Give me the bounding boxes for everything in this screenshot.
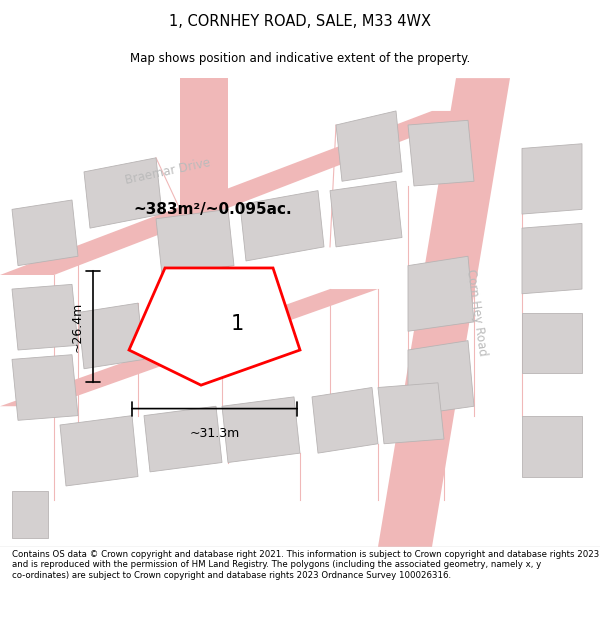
- Polygon shape: [0, 289, 378, 406]
- Polygon shape: [180, 78, 228, 209]
- Polygon shape: [144, 406, 222, 472]
- Polygon shape: [12, 491, 48, 538]
- Polygon shape: [0, 111, 480, 275]
- Polygon shape: [330, 181, 402, 247]
- Text: Map shows position and indicative extent of the property.: Map shows position and indicative extent…: [130, 52, 470, 65]
- Polygon shape: [129, 268, 300, 385]
- Polygon shape: [378, 78, 510, 547]
- Polygon shape: [240, 191, 324, 261]
- Text: Contains OS data © Crown copyright and database right 2021. This information is : Contains OS data © Crown copyright and d…: [12, 550, 599, 580]
- Polygon shape: [336, 111, 402, 181]
- Polygon shape: [312, 388, 378, 453]
- Text: Braemar Drive: Braemar Drive: [124, 156, 212, 188]
- Polygon shape: [78, 303, 144, 369]
- Text: ~26.4m: ~26.4m: [71, 301, 84, 352]
- Polygon shape: [378, 382, 444, 444]
- Polygon shape: [222, 397, 300, 462]
- Polygon shape: [408, 341, 474, 416]
- Polygon shape: [408, 120, 474, 186]
- Polygon shape: [522, 144, 582, 214]
- Polygon shape: [12, 200, 78, 266]
- Polygon shape: [522, 223, 582, 294]
- Polygon shape: [408, 256, 474, 331]
- Polygon shape: [12, 355, 78, 420]
- Text: ~383m²/~0.095ac.: ~383m²/~0.095ac.: [134, 202, 292, 217]
- Text: 1: 1: [231, 314, 244, 334]
- Polygon shape: [84, 158, 162, 228]
- Polygon shape: [522, 312, 582, 373]
- Polygon shape: [156, 209, 234, 275]
- Text: ~31.3m: ~31.3m: [190, 428, 239, 441]
- Polygon shape: [12, 284, 78, 350]
- Text: 1, CORNHEY ROAD, SALE, M33 4WX: 1, CORNHEY ROAD, SALE, M33 4WX: [169, 14, 431, 29]
- Polygon shape: [522, 416, 582, 476]
- Text: Corn Hey Road: Corn Hey Road: [464, 268, 490, 357]
- Polygon shape: [150, 294, 228, 359]
- Polygon shape: [60, 416, 138, 486]
